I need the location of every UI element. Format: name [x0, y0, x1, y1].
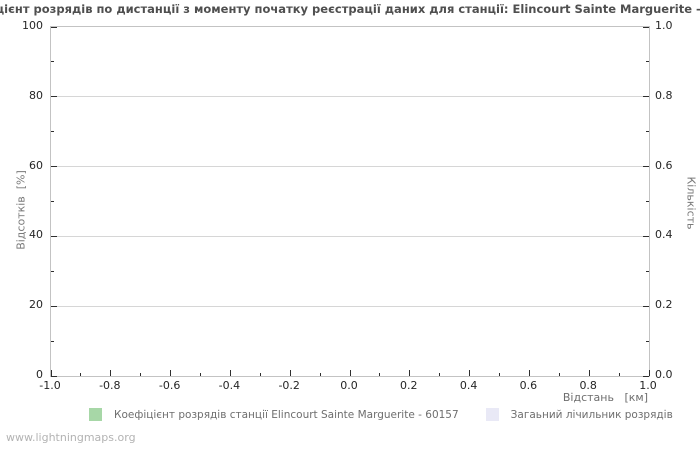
x-tick-minor: [499, 373, 500, 376]
y-tick-major-left: [51, 305, 57, 307]
gridline: [51, 305, 649, 307]
y-tick-label-right: 0.6: [655, 158, 673, 172]
legend: Коефіцієнт розрядів станції Elincourt Sa…: [89, 408, 673, 421]
x-tick-minor: [558, 373, 560, 376]
y-tick-major-right: [643, 166, 649, 168]
y-tick-label-left: 20: [29, 298, 43, 312]
legend-swatch-icon: [485, 408, 499, 421]
y-axis-label-right: Кількість: [684, 176, 698, 230]
legend-item: Коефіцієнт розрядів станції Elincourt Sa…: [89, 408, 459, 421]
x-tick-minor: [140, 373, 142, 376]
x-tick-label: 0.8: [579, 379, 597, 392]
x-tick-major: [349, 370, 351, 376]
x-tick-label: 0.0: [340, 379, 358, 392]
y-tick-label-right: 0.8: [655, 88, 673, 102]
x-axis-label: Відстань [км]: [562, 391, 648, 404]
y-tick-minor-left: [51, 270, 54, 272]
x-tick-major: [110, 370, 112, 376]
y-tick-minor-right: [646, 270, 649, 272]
x-tick-label: 0.4: [459, 379, 478, 392]
x-tick-label: -1.0: [39, 379, 61, 392]
y-tick-minor-left: [51, 340, 54, 342]
x-tick-label: 1.0: [639, 379, 657, 392]
x-tick-major: [229, 370, 231, 376]
legend-swatch-icon: [89, 408, 102, 421]
x-tick-minor: [618, 373, 620, 376]
x-tick-label: -0.2: [278, 379, 300, 392]
y-tick-label-left: 80: [29, 88, 43, 102]
y-tick-minor-left: [51, 61, 54, 63]
x-tick-label: 0.2: [400, 379, 418, 392]
y-tick-major-right: [643, 235, 649, 237]
y-tick-major-left: [51, 235, 57, 237]
x-tick-major: [409, 370, 411, 376]
x-tick-major: [469, 370, 471, 376]
x-tick-label: -0.6: [158, 379, 181, 392]
y-tick-label-left: 60: [29, 158, 43, 172]
x-tick-major: [528, 370, 530, 376]
plot-area: [50, 26, 650, 377]
y-tick-major-left: [51, 375, 57, 377]
gridline: [51, 96, 649, 98]
legend-item: Загаьний лічильник розрядів: [485, 408, 673, 421]
y-tick-major-right: [643, 96, 649, 98]
y-tick-major-left: [51, 166, 57, 168]
gridline: [51, 166, 649, 168]
x-tick-minor: [80, 373, 82, 376]
x-tick-minor: [379, 373, 381, 376]
x-tick-minor: [439, 373, 441, 376]
y-tick-major-right: [643, 305, 649, 307]
y-tick-minor-right: [646, 340, 649, 342]
x-tick-label: 0.6: [519, 379, 538, 392]
y-tick-label-right: 0.0: [655, 368, 673, 381]
y-tick-major-right: [643, 26, 649, 28]
chart-title: Коефіцієнт розрядів по дистанції з момен…: [0, 2, 700, 16]
y-tick-label-left: 0: [36, 368, 43, 381]
x-tick-major: [588, 370, 590, 376]
y-tick-major-right: [643, 375, 649, 377]
y-tick-label-right: 1.0: [655, 19, 673, 32]
x-tick-major: [289, 370, 291, 376]
x-tick-label: -0.4: [218, 379, 241, 392]
y-tick-label-right: 0.2: [655, 298, 673, 312]
x-tick-label: -0.8: [99, 379, 121, 392]
y-tick-major-left: [51, 96, 57, 98]
x-tick-major: [50, 370, 52, 376]
y-tick-minor-left: [51, 201, 54, 202]
y-tick-minor-left: [51, 131, 54, 133]
legend-label: Загаьний лічильник розрядів: [510, 408, 673, 421]
y-tick-label-left: 100: [22, 19, 43, 32]
y-tick-minor-right: [646, 201, 649, 202]
x-tick-minor: [319, 373, 321, 376]
legend-label: Коефіцієнт розрядів станції Elincourt Sa…: [114, 408, 459, 421]
y-tick-label-left: 40: [29, 228, 43, 242]
y-tick-minor-right: [646, 61, 649, 63]
x-tick-minor: [200, 373, 201, 376]
x-tick-major: [170, 370, 172, 376]
x-tick-major: [648, 370, 650, 376]
y-tick-minor-right: [646, 131, 649, 133]
watermark-text: www.lightningmaps.org: [6, 431, 136, 444]
x-tick-minor: [259, 373, 261, 376]
gridline: [51, 235, 649, 237]
y-tick-major-left: [51, 26, 57, 28]
y-tick-label-right: 0.4: [655, 228, 673, 242]
